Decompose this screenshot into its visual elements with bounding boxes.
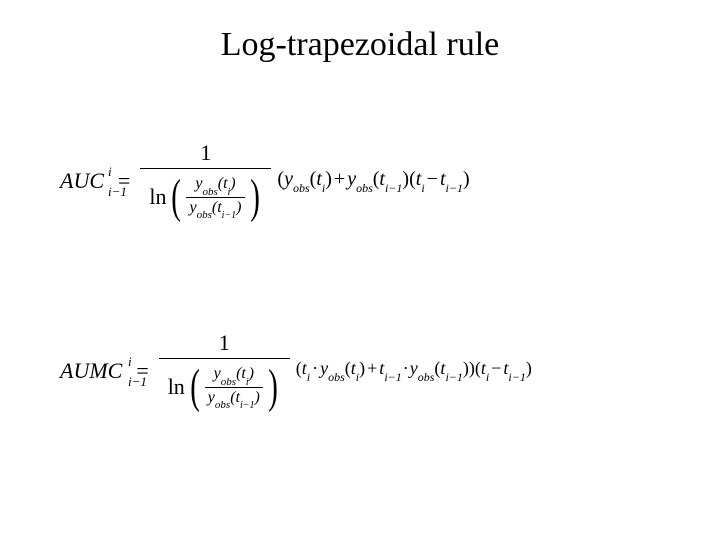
aumc-inner-num: yobs(ti) — [211, 364, 257, 386]
aumc-lhs: AUMC i i−1 — [60, 358, 122, 384]
aumc-lhs-base: AUMC — [60, 358, 122, 383]
aumc-lhs-sup: i — [128, 354, 132, 370]
auc-inner-den: yobs(ti−1) — [186, 198, 244, 220]
slide: Log-trapezoidal rule AUC i i−1 = 1 ln ( … — [0, 0, 720, 540]
auc-tail: (yobs(ti)+yobs(ti−1)(ti−ti−1) — [277, 168, 469, 194]
auc-paren-close: ) — [250, 173, 260, 221]
auc-numerator: 1 — [140, 140, 271, 168]
equation-auc: AUC i i−1 = 1 ln ( yobs(ti) — [60, 140, 470, 221]
auc-lhs-base: AUC — [60, 168, 104, 193]
auc-paren-open: ( — [172, 173, 182, 221]
aumc-denominator: ln ( yobs(ti) yobs(ti−1) ) — [168, 359, 281, 411]
slide-title: Log-trapezoidal rule — [0, 26, 720, 64]
aumc-lhs-sub: i−1 — [128, 374, 147, 390]
auc-lhs-sup: i — [108, 164, 112, 180]
auc-fraction: 1 ln ( yobs(ti) yobs(ti−1) ) — [140, 140, 271, 221]
aumc-fraction: 1 ln ( yobs(ti) yobs(ti−1) ) — [159, 330, 290, 411]
aumc-tail: (ti·yobs(ti)+ti−1·yobs(ti−1))(ti−ti−1) — [296, 358, 532, 383]
aumc-paren-close: ) — [268, 363, 278, 411]
auc-ln: ln — [149, 184, 166, 210]
aumc-paren-open: ( — [190, 363, 200, 411]
auc-denominator: ln ( yobs(ti) yobs(ti−1) ) — [149, 169, 262, 221]
aumc-inner-den: yobs(ti−1) — [205, 388, 263, 410]
aumc-numerator: 1 — [159, 330, 290, 358]
auc-inner-num: yobs(ti) — [192, 174, 238, 196]
auc-lhs: AUC i i−1 — [60, 168, 104, 194]
auc-inner-fraction: yobs(ti) yobs(ti−1) — [186, 174, 244, 219]
aumc-inner-fraction: yobs(ti) yobs(ti−1) — [205, 364, 263, 409]
equation-aumc: AUMC i i−1 = 1 ln ( yobs(ti) — [60, 330, 532, 411]
auc-lhs-sub: i−1 — [108, 184, 127, 200]
aumc-ln: ln — [168, 374, 185, 400]
